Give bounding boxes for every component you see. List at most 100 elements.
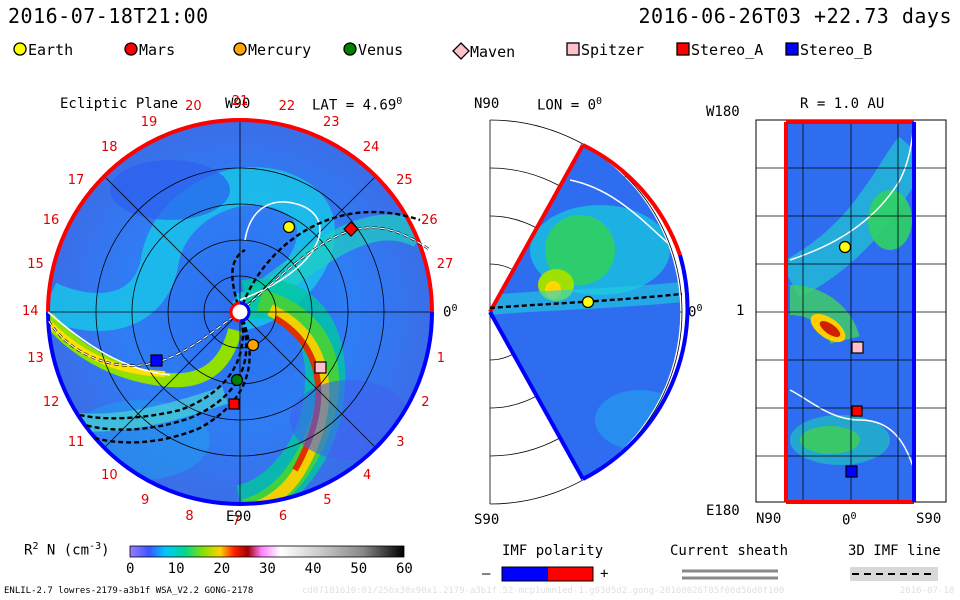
shell-radius: R = 1.0 AU	[800, 96, 885, 112]
carrington-tick-3: 3	[396, 434, 405, 450]
colorbar-tick-30: 30	[259, 561, 276, 577]
stereo-a-marker-shell	[851, 405, 863, 417]
carrington-tick-23: 23	[323, 114, 340, 130]
legend-label: Earth	[28, 41, 74, 59]
carrington-tick-17: 17	[67, 173, 85, 189]
legend-mercury: Mercury	[232, 39, 311, 59]
meridional-lon: LON = 00	[537, 96, 603, 114]
maven-marker-icon	[452, 42, 470, 60]
ecliptic-boundary-positive	[46, 118, 434, 313]
footer-model-info: ENLIL-2.7 lowres-2179-a3b1f WSA_V2.2 GON…	[4, 586, 254, 596]
earth-marker	[282, 220, 296, 234]
carrington-tick-19: 19	[140, 114, 158, 130]
ecliptic-plane-panel	[46, 118, 434, 506]
shell-mid-label: 1	[736, 303, 745, 319]
legend-label: Spitzer	[581, 41, 645, 59]
carrington-tick-21: 21	[231, 94, 249, 109]
stereo-a-marker-icon	[676, 42, 690, 56]
venus-marker	[230, 373, 244, 387]
ecliptic-top-label: W90	[225, 96, 251, 112]
shell-bottom-left-label: E180	[706, 503, 740, 519]
spitzer-marker	[314, 361, 327, 374]
shell-panel	[755, 119, 947, 504]
mercury-marker	[246, 338, 260, 352]
shell-x-mid-label: 00	[842, 511, 857, 529]
imf-3d-title: 3D IMF line	[848, 543, 941, 559]
shell-x-left-label: N90	[756, 511, 782, 527]
colorbar-tick-20: 20	[213, 561, 231, 577]
carrington-tick-25: 25	[396, 172, 413, 188]
carrington-tick-18: 18	[100, 139, 118, 155]
venus-marker-icon	[343, 42, 357, 56]
carrington-tick-4: 4	[363, 468, 372, 484]
carrington-tick-5: 5	[323, 493, 332, 509]
carrington-tick-15: 15	[27, 257, 44, 273]
imf-plus: +	[600, 566, 609, 582]
stereo-b-marker-icon	[785, 42, 799, 56]
current-time: 2016-07-18T21:00	[8, 4, 209, 28]
carrington-tick-26: 26	[421, 212, 438, 228]
reference-time: 2016-06-26T03 +22.73 days	[638, 4, 952, 28]
current-sheath-title: Current sheath	[670, 543, 789, 559]
stereo-a-marker	[228, 398, 240, 410]
shell-density-map	[786, 124, 914, 471]
carrington-tick-27: 27	[436, 257, 454, 273]
carrington-tick-13: 13	[27, 350, 44, 366]
ecliptic-title: Ecliptic Plane	[60, 96, 179, 112]
carrington-tick-9: 9	[140, 493, 150, 509]
imf-minus: –	[482, 566, 491, 582]
meridional-bottom-label: S90	[474, 512, 500, 528]
carrington-tick-12: 12	[42, 395, 60, 411]
legend-earth: Earth	[12, 39, 73, 59]
ecliptic-lat: LAT = 4.690	[312, 96, 403, 114]
legend-label: Stereo_A	[691, 41, 764, 59]
carrington-tick-14: 14	[22, 304, 39, 320]
legend-venus: Venus	[342, 39, 403, 59]
legend-stereo-b: Stereo_B	[784, 39, 872, 59]
legend-label: Stereo_B	[800, 41, 873, 59]
earth-marker-meridional	[581, 295, 595, 309]
legend-stereo-a: Stereo_A	[675, 39, 763, 59]
colorbar-tick-10: 10	[167, 561, 185, 577]
legend-mars: Mars	[123, 39, 175, 59]
colorbar-tick-40: 40	[304, 561, 322, 577]
earth-marker-shell	[838, 240, 852, 254]
carrington-tick-7: 7	[232, 513, 241, 529]
spitzer-marker-icon	[566, 42, 580, 56]
imf-positive-swatch	[548, 567, 593, 581]
legend-label: Mercury	[248, 41, 312, 59]
carrington-tick-11: 11	[67, 435, 85, 451]
carrington-tick-24: 24	[362, 139, 380, 155]
carrington-tick-1: 1	[436, 350, 446, 366]
legend-spitzer: Spitzer	[565, 39, 644, 59]
meridional-top-label: N90	[474, 96, 500, 112]
footer-run-id: cd07181610:01/256x30x90x1.2179-a3b1f.52-…	[302, 586, 785, 596]
imf-polarity-title: IMF polarity	[502, 543, 604, 559]
density-colorbar	[129, 545, 405, 558]
carrington-tick-6: 6	[278, 508, 288, 524]
legend-label: Maven	[470, 43, 516, 61]
colorbar-tick-60: 60	[396, 561, 413, 577]
spitzer-marker-shell	[851, 341, 864, 354]
ecliptic-right-label: 00	[443, 303, 458, 321]
stereo-b-marker	[150, 354, 163, 367]
ecliptic-bottom-label: E90	[226, 509, 252, 525]
legend-label: Venus	[358, 41, 404, 59]
legend-label: Mars	[139, 41, 176, 59]
ecliptic-boundary-negative	[46, 311, 434, 506]
shell-top-left-label: W180	[706, 104, 740, 120]
carrington-tick-20: 20	[185, 99, 202, 115]
meridional-panel	[488, 119, 690, 505]
mars-marker-icon	[124, 42, 138, 56]
meridional-right-label: 00	[688, 303, 703, 321]
stereo-b-marker-shell	[845, 465, 858, 478]
carrington-tick-2: 2	[421, 395, 430, 410]
imf-negative-swatch	[502, 567, 548, 581]
mercury-marker-icon	[233, 42, 247, 56]
mars-marker	[343, 221, 359, 237]
carrington-tick-22: 22	[278, 99, 296, 115]
legend-maven: Maven	[452, 39, 515, 61]
carrington-tick-10: 10	[101, 468, 118, 484]
footer-date: 2016-07-18	[900, 586, 955, 596]
